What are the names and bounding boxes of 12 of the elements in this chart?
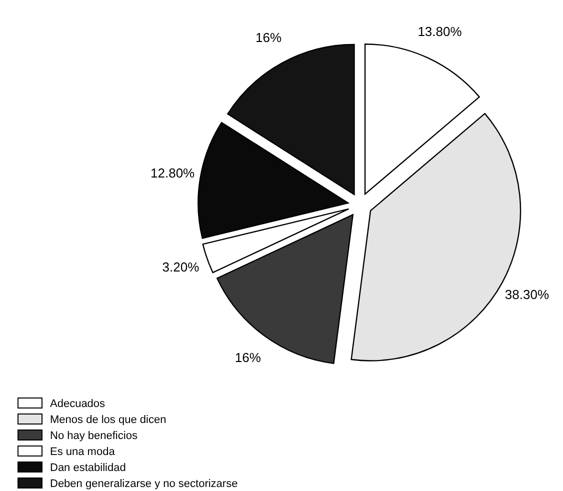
- legend-label: Dan estabilidad: [50, 462, 126, 474]
- data-label: 16%: [256, 30, 282, 45]
- data-label: 12.80%: [150, 165, 196, 180]
- legend-label: Es una moda: [50, 446, 116, 458]
- legend-label: Adecuados: [50, 398, 106, 410]
- legend-label: Menos de los que dicen: [50, 414, 166, 426]
- data-label: 3.20%: [162, 259, 200, 274]
- legend-label: Deben generalizarse y no sectorizarse: [50, 478, 238, 490]
- data-label: 16%: [234, 350, 262, 365]
- data-label: 38.30%: [504, 287, 550, 302]
- data-label: 13.80%: [418, 24, 462, 39]
- legend-label: No hay beneficios: [50, 430, 138, 442]
